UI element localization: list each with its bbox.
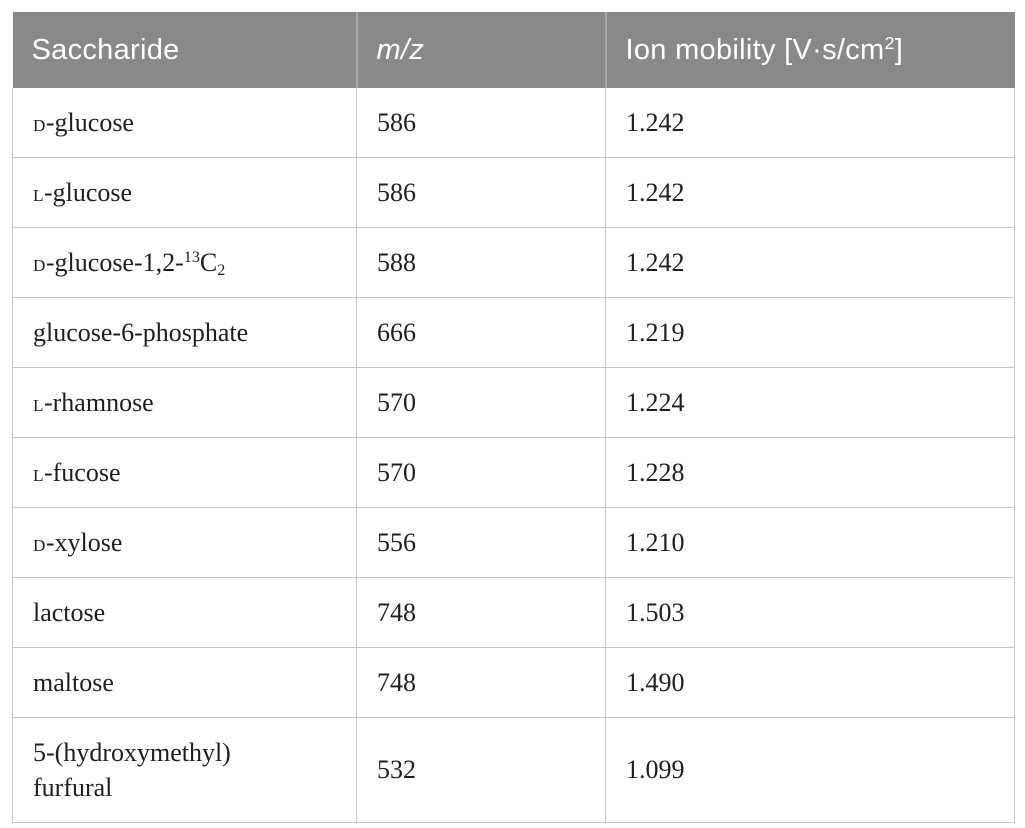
name-line2: furfural (33, 773, 113, 802)
name-text: -rhamnose (43, 387, 154, 417)
name-text: -glucose-1,2- (45, 247, 184, 277)
saccharide-cell: glucose-6-phosphate (12, 297, 357, 368)
table-header: Saccharide m/z Ion mobility [V·s/cm2] (12, 12, 1015, 88)
saccharide-name: glucose-6-phosphate (33, 318, 248, 347)
header-saccharide: Saccharide (12, 12, 357, 88)
table-row: L-glucose 586 1.242 (12, 157, 1015, 228)
name-text: lactose (33, 597, 106, 627)
saccharide-cell: L-fucose (12, 437, 357, 508)
name-text: -xylose (45, 527, 123, 557)
table-row: 5-(hydroxymethyl) furfural 532 1.099 (12, 717, 1015, 823)
saccharide-table-container: Saccharide m/z Ion mobility [V·s/cm2] D-… (12, 12, 1015, 823)
saccharide-cell: lactose (12, 577, 357, 648)
saccharide-name: D-xylose (33, 528, 122, 557)
header-row: Saccharide m/z Ion mobility [V·s/cm2] (12, 12, 1015, 88)
saccharide-name: lactose (33, 598, 105, 627)
isotope-sup: 13 (183, 249, 200, 267)
mz-cell: 586 (356, 157, 606, 228)
header-mz-label: m/z (376, 33, 425, 66)
table-row: L-fucose 570 1.228 (12, 437, 1015, 508)
header-ion-mobility-close: ] (894, 33, 904, 66)
isotope-sub: 2 (217, 261, 226, 279)
header-ion-mobility-text: Ion mobility [V·s/cm (625, 33, 885, 66)
mz-cell: 570 (356, 367, 606, 438)
header-ion-mobility-label: Ion mobility [V·s/cm2] (626, 34, 904, 66)
mz-cell: 556 (356, 507, 606, 578)
saccharide-ion-mobility-table: Saccharide m/z Ion mobility [V·s/cm2] D-… (12, 12, 1015, 823)
saccharide-cell: D-xylose (12, 507, 357, 578)
stereo-prefix: D (33, 255, 46, 275)
header-ion-mobility-sup: 2 (884, 32, 895, 53)
table-row: D-xylose 556 1.210 (12, 507, 1015, 578)
table-row: L-rhamnose 570 1.224 (12, 367, 1015, 438)
name-text: glucose-6-phosphate (33, 317, 249, 347)
name-text: -glucose (45, 107, 134, 137)
ion-mobility-cell: 1.490 (605, 647, 1015, 718)
mz-cell: 748 (356, 577, 606, 648)
ion-mobility-cell: 1.224 (605, 367, 1015, 438)
ion-mobility-cell: 1.242 (605, 157, 1015, 228)
mz-cell: 532 (356, 717, 606, 823)
name-text: -glucose (43, 177, 133, 207)
table-row: D-glucose 586 1.242 (12, 88, 1015, 158)
mz-cell: 588 (356, 227, 606, 298)
stereo-prefix: L (33, 395, 44, 415)
stereo-prefix: D (33, 535, 46, 555)
ion-mobility-cell: 1.210 (605, 507, 1015, 578)
saccharide-name: D-glucose (33, 108, 134, 137)
header-saccharide-label: Saccharide (31, 33, 180, 66)
saccharide-cell: D-glucose-1,2-13C2 (12, 227, 357, 298)
saccharide-cell: 5-(hydroxymethyl) furfural (12, 717, 357, 823)
saccharide-name: D-glucose-1,2-13C2 (33, 247, 226, 279)
stereo-prefix: L (33, 185, 44, 205)
table-row: D-glucose-1,2-13C2 588 1.242 (12, 227, 1015, 298)
saccharide-name: L-fucose (33, 458, 121, 487)
name-text: -fucose (43, 457, 121, 487)
name-text: 5-(hydroxymethyl) (33, 737, 231, 767)
mz-cell: 748 (356, 647, 606, 718)
mz-cell: 570 (356, 437, 606, 508)
ion-mobility-cell: 1.242 (605, 227, 1015, 298)
ion-mobility-cell: 1.219 (605, 297, 1015, 368)
isotope-base: C (199, 247, 218, 277)
header-mz: m/z (355, 12, 606, 88)
ion-mobility-cell: 1.503 (605, 577, 1015, 648)
stereo-prefix: D (33, 115, 46, 135)
saccharide-cell: maltose (12, 647, 357, 718)
ion-mobility-cell: 1.228 (605, 437, 1015, 508)
name-text: maltose (33, 667, 114, 697)
saccharide-name: L-glucose (33, 178, 132, 207)
stereo-prefix: L (33, 465, 44, 485)
saccharide-name: L-rhamnose (33, 388, 154, 417)
table-body: D-glucose 586 1.242 L-glucose 586 1.242 … (12, 88, 1015, 823)
ion-mobility-cell: 1.242 (605, 88, 1015, 158)
saccharide-cell: L-glucose (12, 157, 357, 228)
mz-cell: 666 (356, 297, 606, 368)
table-row: lactose 748 1.503 (12, 577, 1015, 648)
saccharide-name: 5-(hydroxymethyl) (33, 738, 231, 767)
mz-cell: 586 (356, 88, 606, 158)
ion-mobility-cell: 1.099 (605, 717, 1015, 823)
table-row: glucose-6-phosphate 666 1.219 (12, 297, 1015, 368)
saccharide-cell: D-glucose (12, 88, 357, 158)
table-row: maltose 748 1.490 (12, 647, 1015, 718)
saccharide-name: maltose (33, 668, 114, 697)
header-ion-mobility: Ion mobility [V·s/cm2] (604, 12, 1015, 88)
saccharide-cell: L-rhamnose (12, 367, 357, 438)
